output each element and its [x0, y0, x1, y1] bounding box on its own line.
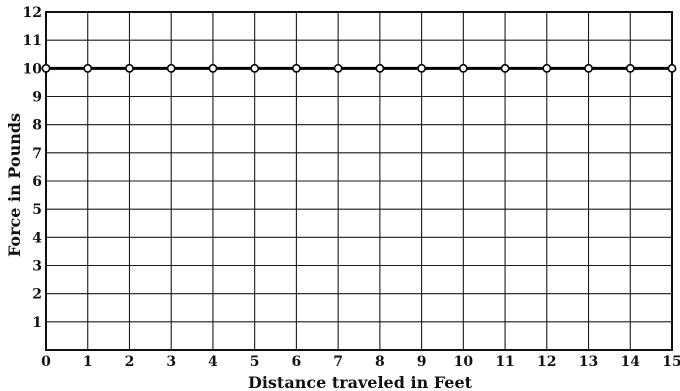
- x-tick-label: 15: [662, 354, 680, 370]
- x-tick-label: 4: [208, 354, 218, 370]
- y-tick-label: 4: [32, 230, 42, 246]
- data-point: [166, 63, 176, 73]
- plot-border: [45, 11, 673, 351]
- x-tick-label: 14: [621, 354, 641, 370]
- grid: [46, 12, 672, 350]
- y-tick-label: 8: [32, 118, 42, 134]
- data-point: [41, 63, 51, 73]
- data-point: [250, 63, 260, 73]
- y-tick-label: 11: [23, 33, 42, 49]
- x-tick-label: 3: [166, 354, 176, 370]
- data-point: [542, 63, 552, 73]
- data-point: [333, 63, 343, 73]
- data-point: [417, 63, 426, 73]
- y-tick-label: 2: [32, 287, 42, 303]
- series-layer: [41, 63, 677, 73]
- y-tick-label: 1: [32, 315, 42, 331]
- x-tick-label: 6: [292, 354, 302, 370]
- x-tick-label: 2: [125, 354, 135, 370]
- y-tick-label: 5: [32, 202, 42, 218]
- data-point: [667, 63, 677, 73]
- y-axis-label: Force in Pounds: [5, 113, 24, 257]
- x-tick-label: 8: [375, 354, 385, 370]
- x-tick-label: 11: [495, 354, 514, 370]
- x-tick-label: 1: [83, 354, 93, 370]
- data-point: [208, 63, 218, 73]
- x-tick-label: 10: [454, 354, 474, 370]
- y-tick-label: 7: [32, 146, 42, 162]
- y-tick-label: 9: [32, 90, 42, 106]
- y-tick-label: 3: [32, 259, 42, 275]
- data-point: [625, 63, 635, 73]
- data-point: [375, 63, 385, 73]
- x-tick-label: 12: [537, 354, 556, 370]
- y-tick-label: 12: [23, 5, 42, 21]
- x-tick-label: 0: [41, 354, 51, 370]
- x-tick-label: 5: [250, 354, 260, 370]
- x-tick-label: 7: [333, 354, 343, 370]
- x-tick-label: 13: [579, 354, 598, 370]
- x-tick-label: 9: [417, 354, 427, 370]
- data-point: [458, 63, 468, 73]
- data-point: [584, 63, 593, 73]
- x-tick-labels: 0 1 2 3 4 5 6 7 8 9 10 11 12 13 14 15: [41, 354, 680, 370]
- y-tick-label: 10: [23, 61, 43, 77]
- data-point: [500, 63, 510, 73]
- data-point: [83, 63, 93, 73]
- data-point: [291, 63, 301, 73]
- x-axis-label: Distance traveled in Feet: [248, 373, 473, 391]
- y-tick-label: 6: [32, 174, 42, 190]
- plot-frame: [45, 11, 673, 351]
- data-point: [125, 63, 134, 73]
